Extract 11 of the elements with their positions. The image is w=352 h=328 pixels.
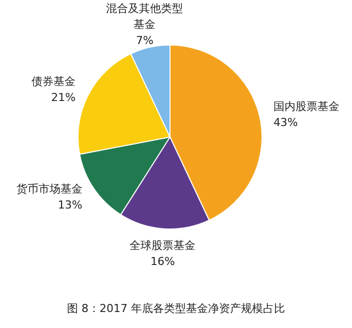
slice-label: 债券基金 [32, 74, 76, 88]
text: 图 8：2017 年底各类型基金净资产规模占比 [67, 302, 285, 315]
data-label: 16% [150, 254, 175, 268]
slice-label: 货币市场基金 [16, 182, 82, 196]
slice-label: 混合及其他类型基金 [106, 2, 184, 31]
data-label: 7% [136, 34, 154, 47]
data-label: 43% [273, 116, 298, 129]
slice-label: 国内股票基金 [273, 100, 340, 113]
slice-label: 全球股票基金 [130, 238, 196, 252]
data-label: 13% [58, 198, 82, 212]
data-label: 21% [51, 90, 76, 104]
